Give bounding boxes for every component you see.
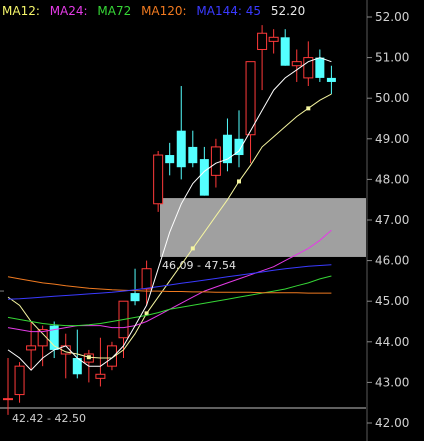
ma-line-ma144 xyxy=(7,264,332,300)
moving-average-layer xyxy=(0,57,332,371)
candle-body xyxy=(26,345,37,351)
y-tick-label: 46.00 xyxy=(375,254,409,268)
candle-body xyxy=(326,77,336,82)
price-zone-label: 46.09 - 47.54 xyxy=(162,259,236,272)
candle-body xyxy=(303,57,314,79)
ma-legend: MA12: MA24: MA72 MA120: MA144: 45 52.20 xyxy=(2,4,311,20)
ma-marker xyxy=(190,246,195,251)
y-tick-label: 43.00 xyxy=(375,375,409,389)
candle-body xyxy=(95,373,106,379)
legend-last-price: 52.20 xyxy=(270,4,306,18)
ma-line-ma120 xyxy=(7,276,332,294)
candle-body xyxy=(291,61,302,67)
ma-line-ma72 xyxy=(7,275,332,327)
candle-body xyxy=(153,154,164,205)
candle-body xyxy=(222,134,232,164)
candle-body xyxy=(188,146,198,164)
candle-body xyxy=(199,159,209,196)
legend-ma12: MA12: xyxy=(2,4,40,18)
candle-body xyxy=(106,345,117,367)
ma-marker xyxy=(144,311,149,316)
ma-line-unlabeled xyxy=(7,57,332,371)
ma-line-ma12 xyxy=(7,93,332,359)
ma-marker xyxy=(237,179,241,184)
candle-body xyxy=(176,130,186,168)
candle-body xyxy=(72,358,82,375)
candle-body xyxy=(130,293,140,302)
y-tick-label: 45.00 xyxy=(375,294,409,308)
price-zone-layer: 46.09 - 47.54 42.42 - 42.50 xyxy=(0,198,366,425)
legend-ma144: MA144: 45 xyxy=(196,4,262,18)
ma-marker xyxy=(86,355,91,360)
y-tick-label: 52.00 xyxy=(375,10,409,24)
y-tick-label: 42.00 xyxy=(375,416,409,430)
y-tick-label: 51.00 xyxy=(375,51,409,65)
legend-ma72: MA72 xyxy=(97,4,132,18)
candle-body xyxy=(14,365,25,396)
legend-ma120: MA120: xyxy=(141,4,187,18)
candle-body xyxy=(210,146,221,176)
candle-body xyxy=(280,37,290,66)
ma-marker xyxy=(306,106,311,111)
candle-body xyxy=(165,155,175,164)
y-tick-label: 48.00 xyxy=(375,172,409,186)
y-tick-label: 49.00 xyxy=(375,132,409,146)
legend-ma24: MA24: xyxy=(49,4,88,18)
candle-body xyxy=(257,32,268,50)
y-tick-label: 50.00 xyxy=(375,91,409,105)
candle-body xyxy=(315,57,325,78)
y-axis: 42.00 43.00 44.00 45.00 46.00 47.00 48.00 49.00… xyxy=(366,0,409,441)
candle-body xyxy=(3,398,13,401)
candle-body xyxy=(245,61,256,136)
y-tick-label: 44.00 xyxy=(375,335,409,349)
candle-body xyxy=(141,268,152,290)
candle-body xyxy=(268,36,279,42)
candle-body xyxy=(49,325,59,350)
support-line-label: 42.42 - 42.50 xyxy=(12,412,86,425)
y-tick-label: 47.00 xyxy=(375,213,409,227)
candle-body xyxy=(234,138,244,156)
